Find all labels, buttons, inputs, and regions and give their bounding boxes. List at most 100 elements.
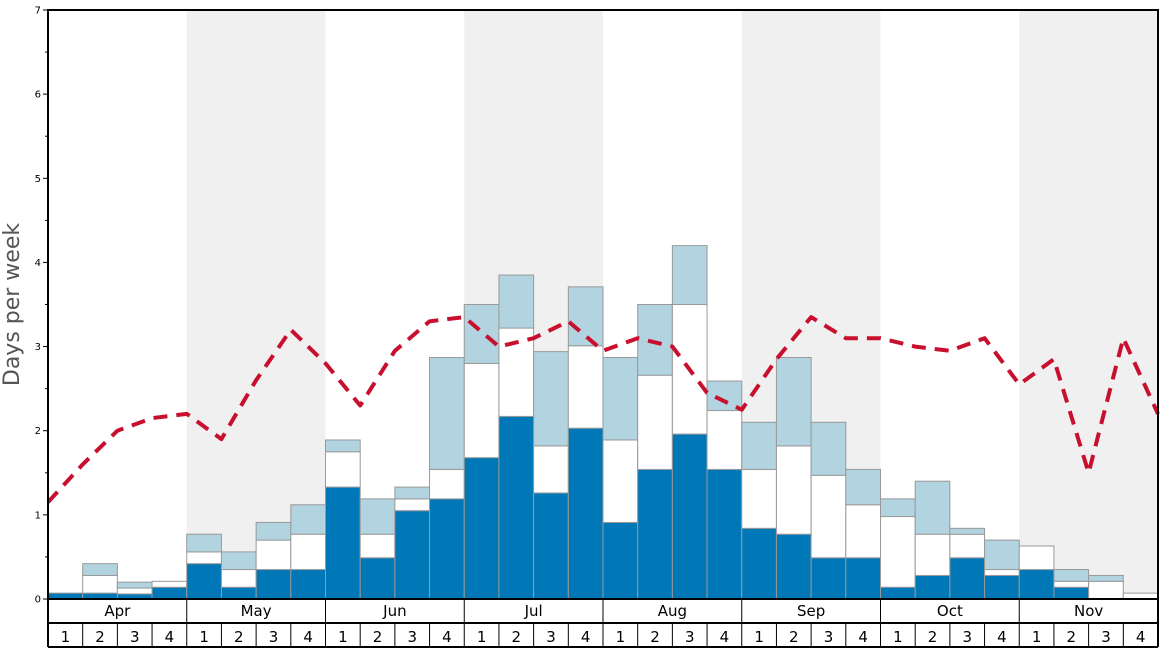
bar-middle-week-28: [984, 569, 1020, 576]
bar-top-week-31: [1088, 574, 1124, 582]
week-label-jun-4: 4: [442, 628, 452, 646]
bar-top-week-27: [949, 527, 986, 535]
week-label-nov-3: 3: [1101, 628, 1111, 646]
bar-top-week-6: [220, 551, 257, 571]
trend-line: [46, 315, 1160, 504]
bar-top-week-30: [1053, 569, 1090, 582]
week-label-sep-3: 3: [824, 628, 834, 646]
week-label-may-4: 4: [303, 628, 313, 646]
bar-middle-week-21: [741, 468, 777, 529]
month-label-oct: Oct: [937, 602, 963, 620]
week-label-sep-1: 1: [754, 628, 764, 646]
bar-top-week-24: [845, 468, 881, 506]
bar-top-week-26: [914, 480, 951, 535]
bar-middle-week-5: [186, 551, 222, 565]
bar-middle-week-27: [949, 533, 986, 559]
week-label-nov-4: 4: [1136, 628, 1146, 646]
bar-dark-week-15: [533, 492, 569, 600]
bar-top-week-22: [775, 357, 812, 447]
bar-dark-week-11: [394, 510, 431, 600]
week-label-nov-2: 2: [1067, 628, 1077, 646]
bar-dark-week-17: [602, 521, 639, 600]
bar-dark-week-13: [463, 457, 500, 600]
bar-dark-week-24: [845, 557, 881, 600]
ytick-label-1: 1: [35, 510, 41, 521]
bar-dark-week-6: [220, 586, 257, 600]
bar-dark-week-22: [775, 533, 812, 600]
bar-middle-week-30: [1053, 580, 1090, 588]
week-label-oct-1: 1: [893, 628, 903, 646]
month-label-sep: Sep: [797, 602, 825, 620]
week-label-aug-2: 2: [650, 628, 660, 646]
bar-dark-week-7: [255, 569, 292, 600]
bar-dark-week-30: [1053, 586, 1090, 600]
week-label-jul-3: 3: [546, 628, 556, 646]
bar-dark-week-16: [567, 427, 604, 600]
week-label-aug-1: 1: [616, 628, 626, 646]
bar-dark-week-4: [151, 586, 188, 600]
week-label-sep-4: 4: [858, 628, 868, 646]
week-label-apr-1: 1: [61, 628, 71, 646]
bar-top-week-11: [394, 486, 431, 500]
week-label-aug-4: 4: [720, 628, 730, 646]
x-axis: Apr May Jun Jul Aug Sep Oct Nov 1 2 3 4 1 2 3 4 1 2 3 4 1 2 3 4…: [47, 599, 1159, 648]
bar-middle-week-17: [602, 439, 639, 523]
bar-middle-week-8: [290, 533, 326, 571]
bar-top-week-8: [290, 504, 326, 535]
bar-top-week-23: [810, 421, 847, 476]
bar-middle-week-22: [775, 445, 812, 535]
bar-dark-week-21: [741, 527, 777, 600]
week-label-may-2: 2: [234, 628, 244, 646]
week-label-jul-2: 2: [512, 628, 522, 646]
bar-dark-week-5: [186, 563, 222, 600]
bar-middle-week-20: [706, 410, 743, 470]
bar-middle-week-12: [429, 468, 465, 500]
y-axis-label: Days per week: [0, 223, 25, 386]
y-axis: 0 1 2 3 4 5 6 7: [35, 6, 48, 606]
bar-top-week-10: [359, 498, 396, 535]
bar-middle-week-4: [151, 580, 188, 588]
ytick-label-3: 3: [35, 342, 41, 353]
bar-middle-week-16: [567, 345, 604, 429]
bar-dark-week-19: [671, 433, 708, 600]
week-label-apr-2: 2: [95, 628, 105, 646]
bar-top-week-9: [325, 439, 361, 453]
month-label-may: May: [241, 602, 272, 620]
week-label-may-1: 1: [199, 628, 209, 646]
bar-dark-week-8: [290, 569, 326, 600]
week-label-aug-3: 3: [685, 628, 695, 646]
bar-top-week-21: [741, 421, 777, 470]
bar-middle-week-24: [845, 504, 881, 559]
week-label-oct-3: 3: [962, 628, 972, 646]
bar-dark-week-14: [498, 415, 535, 600]
bar-dark-week-23: [810, 557, 847, 600]
ytick-label-2: 2: [35, 426, 41, 437]
bar-middle-week-2: [82, 574, 118, 594]
bar-dark-week-28: [984, 574, 1020, 600]
bar-dark-week-12: [429, 498, 465, 600]
bar-middle-week-29: [1018, 545, 1055, 571]
bar-middle-week-13: [463, 362, 500, 459]
bar-middle-week-15: [533, 445, 569, 494]
week-label-jul-4: 4: [581, 628, 591, 646]
week-label-may-3: 3: [269, 628, 279, 646]
bar-top-week-5: [186, 533, 222, 553]
month-label-jun: Jun: [382, 602, 406, 620]
bar-middle-week-23: [810, 474, 847, 559]
bar-top-week-3: [116, 581, 153, 589]
bar-middle-week-9: [325, 451, 361, 488]
month-shade-nov: [1019, 10, 1158, 599]
week-label-apr-4: 4: [165, 628, 175, 646]
ytick-label-4: 4: [35, 258, 41, 269]
bar-top-week-25: [880, 498, 916, 518]
ytick-label-0: 0: [35, 595, 41, 606]
bar-middle-week-31: [1088, 580, 1124, 600]
bar-dark-week-26: [914, 574, 951, 600]
month-label-aug: Aug: [658, 602, 687, 620]
bar-middle-week-3: [116, 587, 153, 595]
bar-middle-week-6: [220, 569, 257, 588]
bar-dark-week-10: [359, 557, 396, 600]
week-label-oct-4: 4: [997, 628, 1007, 646]
bar-top-week-2: [82, 563, 118, 576]
